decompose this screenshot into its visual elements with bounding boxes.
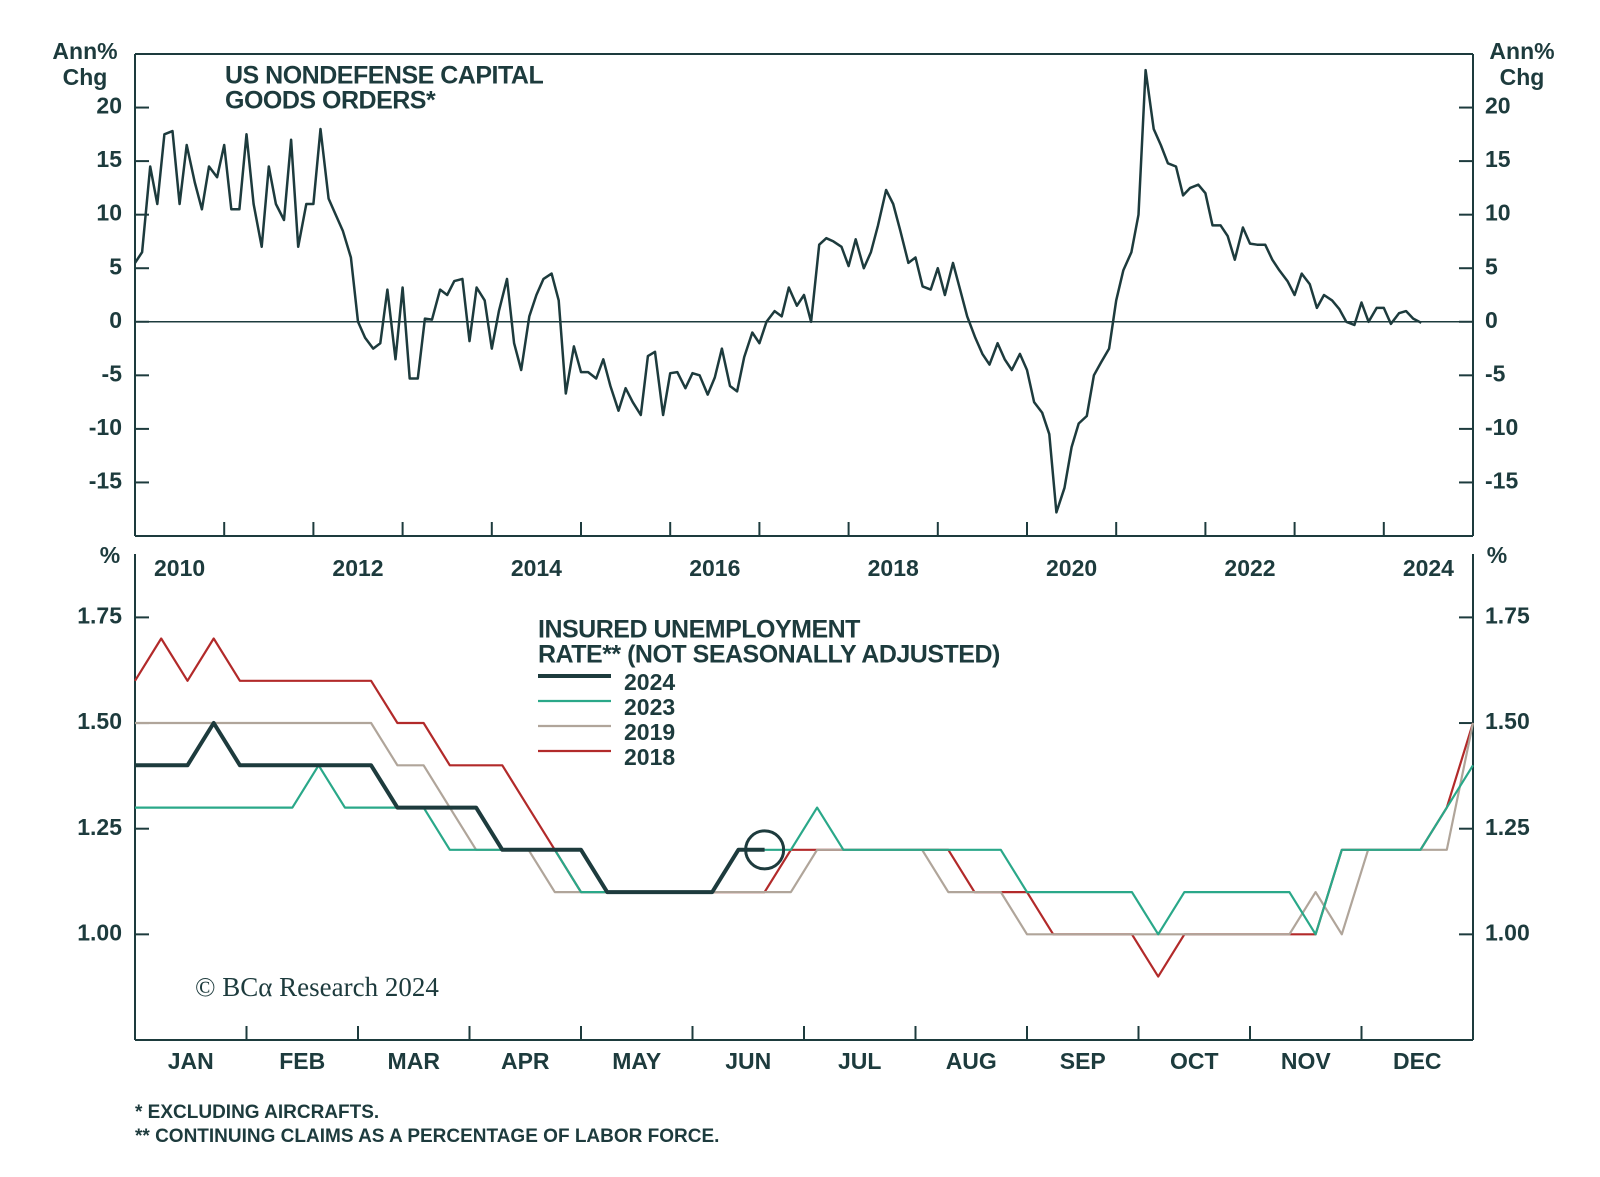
series-line <box>134 637 1475 978</box>
y-tick-label: 20 <box>1485 93 1511 119</box>
y-tick-label: -15 <box>89 468 122 494</box>
x-tick-label: MAY <box>612 1048 661 1074</box>
chart-title: US NONDEFENSE CAPITAL <box>225 62 543 90</box>
y-tick-label: -15 <box>1485 468 1518 494</box>
x-tick-label: OCT <box>1170 1048 1219 1074</box>
y-tick-label: -10 <box>1485 414 1518 440</box>
legend-label: 2024 <box>624 669 675 695</box>
legend-label: 2019 <box>624 719 675 745</box>
x-tick-label: 2012 <box>332 555 383 581</box>
y-tick-label: 1.50 <box>1485 708 1530 734</box>
x-tick-label: 2020 <box>1046 555 1097 581</box>
x-tick-label: NOV <box>1281 1048 1332 1074</box>
y-tick-label: 1.75 <box>1485 602 1530 628</box>
x-tick-label: SEP <box>1060 1048 1106 1074</box>
y-tick-label: 20 <box>96 93 122 119</box>
series-line <box>135 764 1474 936</box>
source: © BCα Research 2024 <box>195 972 439 1002</box>
y-tick-label: 1.00 <box>1485 919 1530 945</box>
x-tick-label: 2018 <box>868 555 919 581</box>
x-tick-label: DEC <box>1393 1048 1442 1074</box>
x-tick-label: 2014 <box>511 555 562 581</box>
y-tick-label: 10 <box>1485 200 1511 226</box>
y-axis-label: % <box>1487 542 1507 568</box>
legend-label: 2018 <box>624 744 675 770</box>
highlight-circle <box>744 829 786 871</box>
y-tick-label: 15 <box>96 146 122 172</box>
series-line <box>135 721 1475 936</box>
chart-title: GOODS ORDERS* <box>225 87 436 115</box>
x-tick-label: AUG <box>946 1048 997 1074</box>
x-tick-label: 2022 <box>1224 555 1275 581</box>
y-tick-label: 1.25 <box>1485 814 1530 840</box>
x-tick-label: APR <box>501 1048 550 1074</box>
y-axis-label: % <box>100 542 120 568</box>
x-tick-label: FEB <box>279 1048 325 1074</box>
x-tick-label: 2016 <box>689 555 740 581</box>
x-tick-label: JUL <box>838 1048 881 1074</box>
y-tick-label: 15 <box>1485 146 1511 172</box>
y-tick-label: 5 <box>109 253 122 279</box>
y-tick-label: 10 <box>96 200 122 226</box>
y-axis-label: Chg <box>1500 64 1545 90</box>
y-tick-label: -10 <box>89 414 122 440</box>
y-axis-label: Ann% <box>52 38 117 64</box>
y-tick-label: 1.00 <box>77 919 122 945</box>
x-tick-label: MAR <box>388 1048 441 1074</box>
y-tick-label: 1.75 <box>77 602 122 628</box>
x-tick-label: JUN <box>725 1048 771 1074</box>
chart-title: RATE** (NOT SEASONALLY ADJUSTED) <box>538 641 1000 669</box>
y-tick-label: 5 <box>1485 253 1498 279</box>
series-line <box>133 68 1422 514</box>
footnote: * EXCLUDING AIRCRAFTS. <box>135 1102 379 1123</box>
y-tick-label: 0 <box>109 307 122 333</box>
legend-label: 2023 <box>624 694 675 720</box>
x-tick-label: 2010 <box>154 555 205 581</box>
series-line <box>135 721 765 895</box>
y-tick-label: -5 <box>1485 360 1506 386</box>
y-axis-label: Chg <box>63 64 108 90</box>
x-tick-label: JAN <box>168 1048 214 1074</box>
y-tick-label: -5 <box>102 360 123 386</box>
y-tick-label: 1.25 <box>77 814 122 840</box>
footnote: ** CONTINUING CLAIMS AS A PERCENTAGE OF … <box>135 1126 719 1147</box>
y-axis-label: Ann% <box>1489 38 1554 64</box>
y-tick-label: 0 <box>1485 307 1498 333</box>
y-tick-label: 1.50 <box>77 708 122 734</box>
x-tick-label: 2024 <box>1403 555 1454 581</box>
chart-title: INSURED UNEMPLOYMENT <box>538 616 860 644</box>
